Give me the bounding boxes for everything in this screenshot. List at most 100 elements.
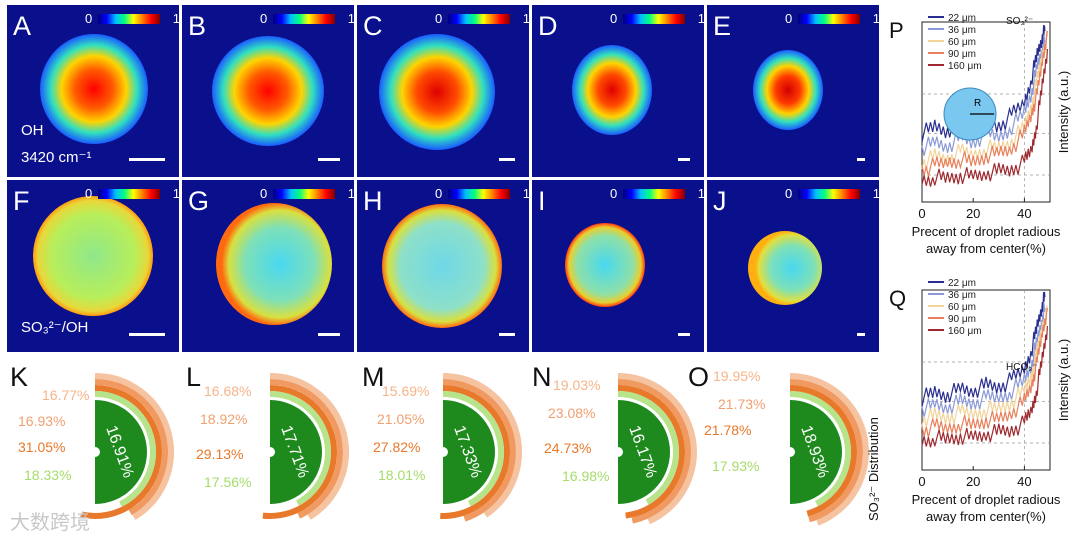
panel-letter: E xyxy=(713,11,732,41)
inset-radius-label: R xyxy=(974,98,981,109)
scale-bar xyxy=(129,158,165,161)
donut-n-value-4: 16.98% xyxy=(562,468,610,484)
donut-k-ring-4 xyxy=(94,391,156,507)
plot-annotation: SO₃²⁻ xyxy=(1006,16,1033,27)
series-line-2 xyxy=(921,30,1048,170)
series-line-4 xyxy=(921,325,1048,448)
donut-l-ring-2 xyxy=(269,379,343,519)
oh-droplet-d xyxy=(572,45,652,135)
donut-m-value-4: 18.01% xyxy=(378,467,426,483)
legend-label-3: 90 μm xyxy=(948,314,976,325)
donut-m-value-3: 27.82% xyxy=(373,439,421,455)
donut-k: 16.91% xyxy=(80,373,174,520)
donut-k-value-2: 16.93% xyxy=(18,413,66,429)
donut-o-value-3: 21.78% xyxy=(704,422,752,438)
donut-m-ring-4 xyxy=(442,391,504,507)
x-axis-label-line1: Precent of droplet radious xyxy=(912,224,1061,239)
panel-letter-k: K xyxy=(10,362,29,392)
donut-o-center xyxy=(790,400,842,504)
x-axis-label-line1: Precent of droplet radious xyxy=(912,492,1061,507)
panel-letter: G xyxy=(188,186,210,216)
donut-o-value-2: 21.73% xyxy=(718,396,766,412)
panel-letter: A xyxy=(13,11,32,41)
donut-l: 17.71% xyxy=(262,373,349,520)
legend-label-1: 36 μm xyxy=(948,290,976,301)
scale-bar xyxy=(678,333,690,336)
scale-bar xyxy=(857,333,865,336)
donut-m-ring-1 xyxy=(442,373,522,518)
donut-m-center xyxy=(443,400,495,504)
x-tick-label-0: 0 xyxy=(918,474,925,489)
donut-l-value-1: 16.68% xyxy=(204,383,252,399)
panel-letter: D xyxy=(538,11,558,41)
donut-k-value-3: 31.05% xyxy=(18,439,66,455)
donut-m-hub xyxy=(438,447,448,457)
panel-letter-o: O xyxy=(688,362,710,392)
donut-o-value-4: 17.93% xyxy=(712,458,760,474)
panel-letter-l: L xyxy=(186,362,202,392)
donut-charts: 16.91% 17.71% 17.33% 16.17% 18.93% xyxy=(80,373,869,526)
donut-n-center xyxy=(618,400,670,504)
donut-n-ring-3 xyxy=(617,385,685,519)
x-axis-label-line2: away from center(%) xyxy=(926,509,1046,524)
series-line-4 xyxy=(921,48,1048,187)
donut-l-ring-4 xyxy=(269,391,331,506)
legend-label-0: 22 μm xyxy=(948,13,976,24)
donut-o: 18.93% xyxy=(785,373,869,526)
donut-o-value-1: 19.95% xyxy=(713,368,761,384)
donut-n-value-1: 19.03% xyxy=(553,377,601,393)
oh-label: OH xyxy=(21,122,44,139)
x-tick-label-1: 20 xyxy=(966,206,980,221)
legend-label-1: 36 μm xyxy=(948,25,976,36)
x-axis-label-line2: away from center(%) xyxy=(926,241,1046,256)
scale-bar xyxy=(318,158,340,161)
scale-bar xyxy=(318,333,340,336)
x-tick-label-0: 0 xyxy=(918,206,925,221)
panel-letter: F xyxy=(13,186,30,216)
donut-n-value-2: 23.08% xyxy=(548,405,596,421)
oh-droplet-a xyxy=(40,34,148,144)
legend-label-2: 60 μm xyxy=(948,37,976,48)
legend-label-3: 90 μm xyxy=(948,49,976,60)
donut-m-value-1: 15.69% xyxy=(382,383,430,399)
series-line-2 xyxy=(921,305,1048,428)
donut-m: 17.33% xyxy=(438,373,522,522)
ratio-droplet-h xyxy=(382,204,502,328)
donut-m-value-2: 21.05% xyxy=(377,411,425,427)
oh-droplet-c xyxy=(379,34,495,150)
donut-l-ring-1 xyxy=(269,373,349,520)
donut-k-ring-3 xyxy=(80,385,162,519)
wavenumber-label: 3420 cm⁻¹ xyxy=(21,149,92,166)
panel-letter-p: P xyxy=(889,18,904,43)
oh-droplet-e xyxy=(753,50,823,130)
donut-o-ring-1 xyxy=(789,373,869,526)
donut-o-ring-3 xyxy=(789,385,857,517)
plot-frame xyxy=(921,21,1051,203)
legend-label-2: 60 μm xyxy=(948,302,976,313)
series-line-1 xyxy=(921,302,1046,417)
donut-n-hub xyxy=(613,447,623,457)
donut-l-value-3: 29.13% xyxy=(196,446,244,462)
legend-label-0: 22 μm xyxy=(948,278,976,289)
ratio-droplet-f xyxy=(33,196,153,316)
donut-o-ring-2 xyxy=(789,379,863,523)
donut-k-value-1: 16.77% xyxy=(42,387,90,403)
plot-frame xyxy=(921,289,1051,471)
panel-letter-q: Q xyxy=(889,286,906,311)
donut-o-ring-4 xyxy=(789,391,851,507)
scale-bar xyxy=(499,333,515,336)
